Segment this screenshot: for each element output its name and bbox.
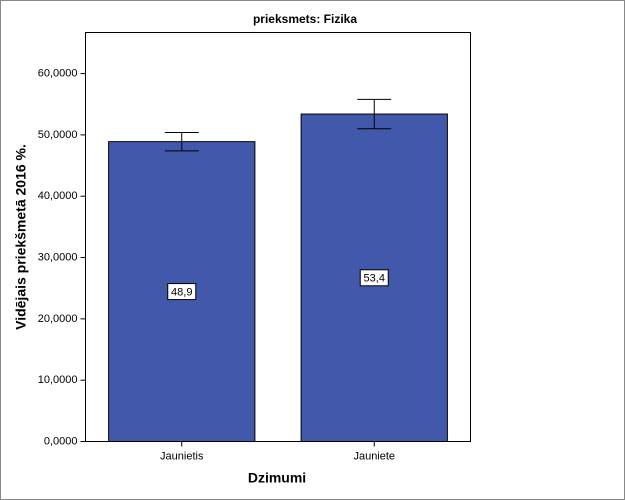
x-axis-label: Dzimumi — [248, 470, 306, 486]
chart-title: prieksmets: Fizika — [253, 12, 357, 26]
value-label-box — [167, 283, 197, 301]
y-axis-label: Vidējais priekšmetā 2016 %. — [13, 144, 29, 330]
error-bar — [357, 98, 392, 130]
x-tick-label: Jaunietis — [160, 450, 204, 462]
y-tick-label: 60,0000 — [38, 67, 78, 79]
x-tick-label: Jauniete — [353, 450, 395, 462]
y-tick-label: 40,0000 — [38, 190, 78, 202]
value-label-box — [359, 269, 389, 287]
y-tick-label: 0,0000 — [44, 435, 78, 447]
y-tick-label: 30,0000 — [38, 251, 78, 263]
y-tick-label: 50,0000 — [38, 129, 78, 141]
y-tick-label: 10,0000 — [38, 374, 78, 386]
value-label: 53,4 — [364, 273, 385, 285]
error-bar — [164, 131, 199, 152]
value-label: 48,9 — [171, 286, 192, 298]
y-tick-label: 20,0000 — [38, 313, 78, 325]
